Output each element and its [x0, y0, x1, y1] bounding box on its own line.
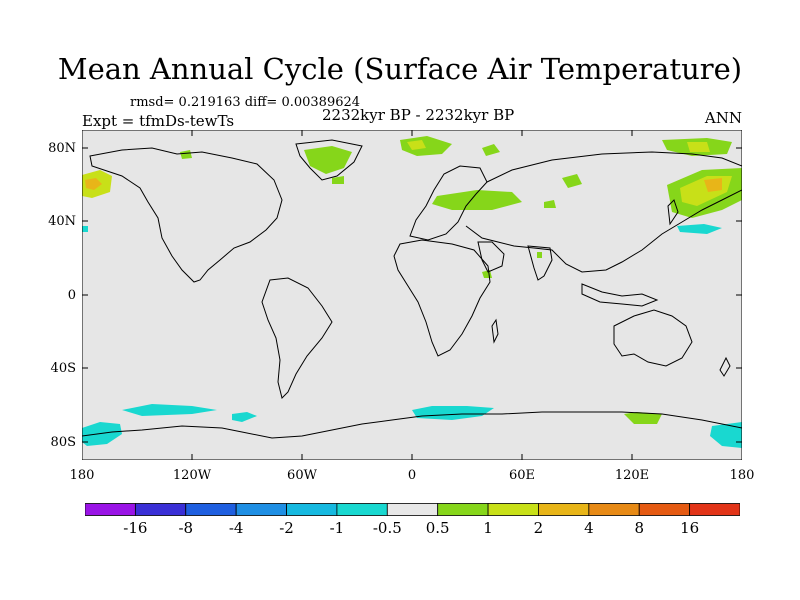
- plot-title: Mean Annual Cycle (Surface Air Temperatu…: [57, 52, 743, 86]
- lon-tick-label: 180: [69, 468, 95, 483]
- anomaly-patch: [562, 174, 582, 188]
- colorbar-label: 1: [483, 519, 493, 537]
- coastline-asia: [465, 151, 742, 273]
- colorbar-label: -2: [279, 519, 294, 537]
- lat-tick-label: 80N: [48, 141, 76, 156]
- anomaly-patch: [85, 178, 102, 190]
- colorbar-box: [538, 503, 590, 516]
- colorbar: [85, 503, 740, 516]
- coastlines: [82, 139, 742, 439]
- coastline-africa: [393, 239, 491, 357]
- tick-marks: [82, 130, 742, 460]
- coastline-south-america: [261, 277, 333, 399]
- colorbar-box: [185, 503, 237, 516]
- coastline-india: [527, 245, 553, 281]
- lat-tick-label: 40S: [50, 361, 76, 376]
- coastline-japan: [667, 199, 679, 226]
- colorbar-label: -8: [178, 519, 194, 537]
- anomaly-patch: [407, 140, 426, 150]
- lat-tick-label: 0: [67, 288, 76, 303]
- experiment-label: Expt = tfmDs-tewTs: [82, 112, 235, 130]
- lon-tick-label: 120E: [614, 468, 650, 483]
- coastline-europe: [409, 165, 488, 241]
- colorbar-label: 2: [533, 519, 544, 537]
- lat-tick-label: 40N: [48, 214, 76, 229]
- colorbar-box: [336, 503, 388, 516]
- colorbar-box: [689, 503, 740, 516]
- anomaly-patch: [710, 422, 742, 448]
- anomaly-patch: [544, 200, 556, 208]
- lon-tick-label: 0: [407, 468, 417, 483]
- colorbar-box: [588, 503, 640, 516]
- colorbar-box: [487, 503, 539, 516]
- coastline-madagascar: [491, 318, 499, 344]
- colorbar-box: [286, 503, 338, 516]
- coastline-new-zealand: [719, 356, 731, 377]
- anomaly-patch: [82, 226, 88, 232]
- coastline-north-america: [89, 147, 283, 283]
- lon-tick-label: 180: [729, 468, 755, 483]
- colorbar-box: [638, 503, 691, 516]
- colorbar-label: 16: [680, 519, 700, 537]
- anomaly-patch: [400, 136, 452, 156]
- lat-tick-label: 80S: [50, 435, 76, 450]
- anomaly-patch: [232, 412, 257, 422]
- anomaly-patch: [304, 146, 352, 174]
- colorbar-box: [437, 503, 489, 516]
- coastline-antarctica: [82, 411, 742, 439]
- anomaly-patch: [432, 190, 522, 210]
- lon-tick-label: 60E: [508, 468, 536, 483]
- colorbar-box: [235, 503, 287, 516]
- anomaly-patch: [704, 178, 722, 192]
- anomaly-patch: [687, 142, 710, 152]
- season-label: ANN: [704, 109, 742, 127]
- anomaly-patch: [537, 252, 542, 258]
- coastline-arabia: [477, 241, 505, 273]
- colorbar-label: 0.5: [425, 519, 450, 537]
- coastline-australia: [613, 309, 693, 367]
- anomaly-patch: [482, 144, 500, 156]
- anomaly-patch: [180, 150, 192, 159]
- colorbar-box: [386, 503, 439, 516]
- coastline-greenland: [295, 139, 363, 181]
- colorbar-label: 4: [584, 519, 594, 537]
- colorbar-label: -16: [123, 519, 148, 537]
- anomaly-patch: [412, 406, 494, 420]
- period-label: 2232kyr BP - 2232kyr BP: [322, 106, 515, 124]
- colorbar-label: -1: [329, 519, 345, 537]
- lon-tick-label: 120W: [172, 468, 212, 483]
- map-panel: [82, 130, 742, 460]
- anomaly-patch: [122, 404, 217, 416]
- lon-tick-label: 60W: [287, 468, 317, 483]
- colorbar-label: -0.5: [372, 519, 402, 537]
- colorbar-box: [85, 503, 136, 516]
- anomaly-patch: [82, 422, 122, 446]
- coastline-indonesia: [581, 283, 659, 307]
- anomaly-patches: [82, 136, 742, 448]
- anomaly-patch: [677, 224, 722, 234]
- colorbar-label: -4: [228, 519, 244, 537]
- colorbar-label: 8: [634, 519, 644, 537]
- anomaly-patch: [332, 176, 344, 184]
- stats-text: rmsd= 0.219163 diff= 0.00389624: [130, 95, 361, 110]
- colorbar-box: [134, 503, 187, 516]
- anomaly-patch: [624, 412, 662, 424]
